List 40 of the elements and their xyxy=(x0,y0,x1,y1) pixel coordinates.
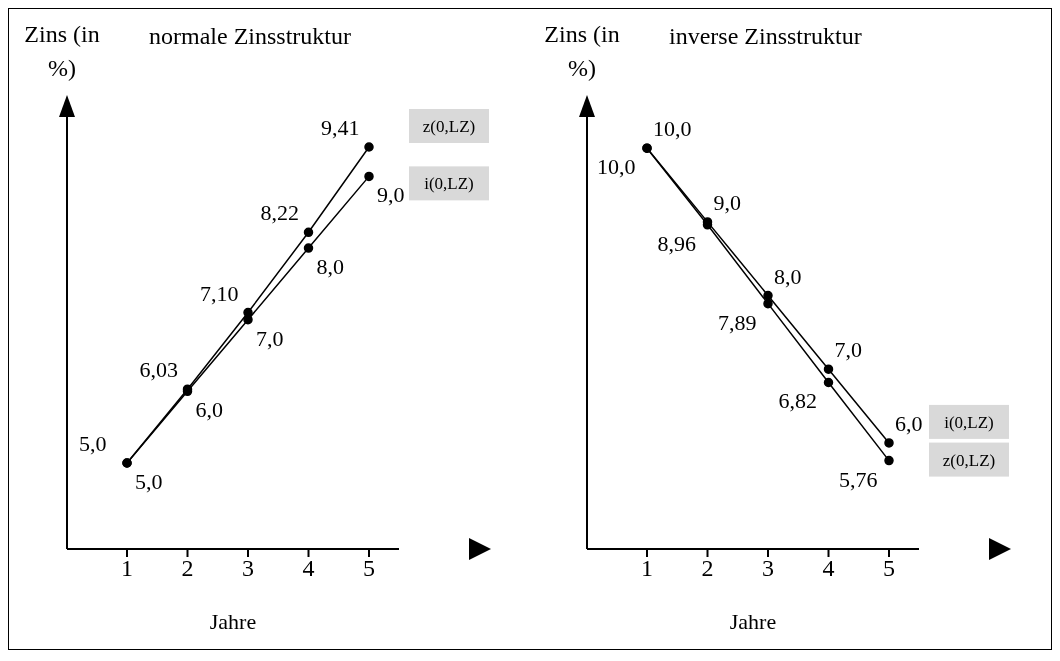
data-label: 7,0 xyxy=(834,337,862,363)
data-label: 6,0 xyxy=(895,410,923,436)
x-tick-label: 5 xyxy=(363,555,375,582)
data-label: 6,0 xyxy=(195,397,223,423)
data-label: 10,0 xyxy=(653,116,692,142)
data-label: 10,0 xyxy=(597,154,636,180)
data-label: 8,22 xyxy=(260,200,299,226)
x-tick-label: 3 xyxy=(242,555,254,582)
data-label: 6,82 xyxy=(778,388,817,414)
chart-title: inverse Zinsstruktur xyxy=(669,23,862,50)
data-label: 7,0 xyxy=(256,325,284,351)
data-label: 7,10 xyxy=(200,280,239,306)
text: i(0,LZ) xyxy=(424,174,474,194)
x-tick-label: 4 xyxy=(822,555,835,582)
chart-title: normale Zinsstruktur xyxy=(149,23,351,50)
x-tick-label: 2 xyxy=(701,555,714,582)
data-label: 8,96 xyxy=(657,230,696,256)
x-tick-label: 3 xyxy=(762,555,774,582)
data-label: 5,76 xyxy=(839,466,878,492)
x-tick-label: 4 xyxy=(302,555,315,582)
data-label: 7,89 xyxy=(718,309,757,335)
data-label: 5,0 xyxy=(79,431,107,457)
data-label: 5,0 xyxy=(135,469,163,495)
data-label: 8,0 xyxy=(774,263,802,289)
x-tick-label: 1 xyxy=(641,555,653,582)
x-axis-title: Jahre xyxy=(209,609,257,634)
x-tick-label: 5 xyxy=(883,555,895,582)
text: z(0,LZ) xyxy=(942,450,996,470)
x-tick-label: 1 xyxy=(121,555,133,582)
data-label: 9,0 xyxy=(377,182,405,208)
data-label: 6,03 xyxy=(139,357,178,383)
y-axis-title: Zins (in %) xyxy=(23,20,101,83)
x-tick-label: 2 xyxy=(181,555,194,582)
data-label: 9,41 xyxy=(321,115,360,140)
text: i(0,LZ) xyxy=(944,412,994,432)
x-axis-title: Jahre xyxy=(729,609,777,634)
text: z(0,LZ) xyxy=(422,117,476,136)
y-axis-title: Zins (in %) xyxy=(543,20,621,83)
data-label: 9,0 xyxy=(713,189,741,215)
data-label: 8,0 xyxy=(316,254,344,280)
